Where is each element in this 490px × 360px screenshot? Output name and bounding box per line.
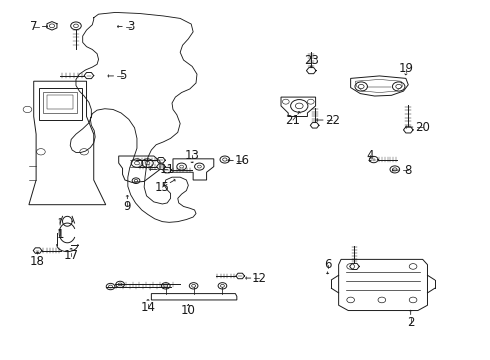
Text: 12: 12	[252, 271, 267, 284]
Text: 4: 4	[366, 149, 373, 162]
Text: 23: 23	[304, 54, 318, 67]
Text: 20: 20	[415, 121, 430, 134]
Text: 6: 6	[324, 258, 331, 271]
Text: 22: 22	[325, 113, 340, 126]
Text: 1: 1	[56, 228, 64, 241]
Text: 5: 5	[119, 69, 126, 82]
Bar	[43, 92, 77, 113]
Text: 3: 3	[127, 20, 134, 33]
Bar	[39, 88, 82, 120]
Text: 19: 19	[398, 62, 414, 75]
Text: 9: 9	[123, 200, 131, 213]
Text: 2: 2	[407, 316, 415, 329]
Bar	[47, 95, 73, 109]
Text: 13: 13	[185, 149, 199, 162]
Text: 14: 14	[141, 301, 155, 314]
Text: 8: 8	[405, 164, 412, 177]
Text: 11: 11	[160, 163, 175, 176]
Text: 7: 7	[30, 20, 37, 33]
Text: 18: 18	[30, 255, 45, 267]
Text: 10: 10	[181, 304, 196, 317]
Text: 16: 16	[235, 154, 249, 167]
Text: 17: 17	[64, 249, 79, 262]
Text: 15: 15	[155, 181, 170, 194]
Text: 21: 21	[286, 113, 300, 126]
